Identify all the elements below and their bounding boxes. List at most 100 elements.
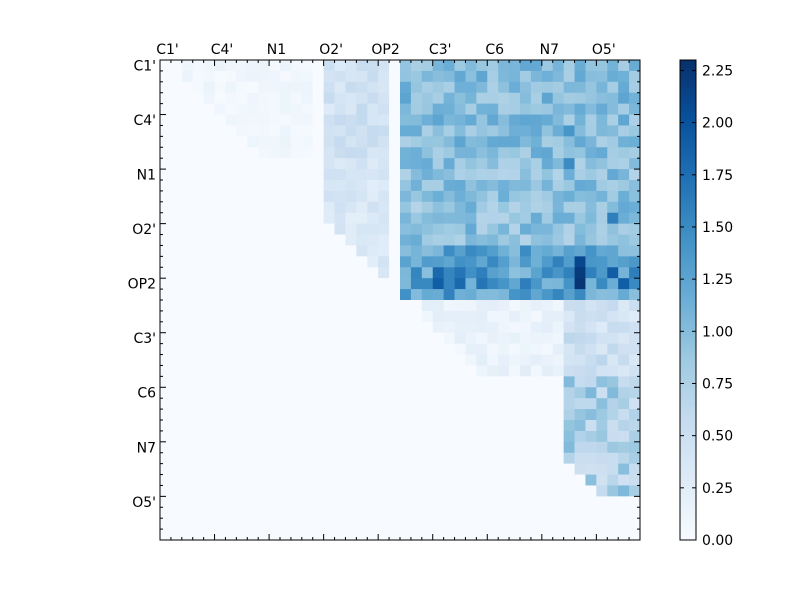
heatmap-cell [443,365,455,377]
heatmap-cell [214,376,226,388]
heatmap-cell [280,529,292,541]
heatmap-cell [301,234,314,246]
heatmap-cell [509,343,521,355]
heatmap-cell [280,332,292,345]
heatmap-cell [432,223,445,235]
heatmap-cell [214,70,226,83]
heatmap-cell [410,267,423,279]
heatmap-cell [389,180,401,192]
heatmap-cell [367,430,379,443]
heatmap-cell [160,354,172,366]
heatmap-cell [269,452,281,465]
heatmap-cell [443,485,455,497]
heatmap-cell [498,234,510,246]
heatmap-cell [170,70,183,83]
heatmap-cell [400,147,412,159]
heatmap-cell [585,409,597,421]
heatmap-cell [421,234,434,246]
x-tick-label: C4' [211,42,234,58]
heatmap-cell [203,376,215,388]
heatmap-cell [563,398,575,410]
heatmap-cell [258,289,270,301]
heatmap-cell [476,463,488,475]
heatmap-cell [520,169,532,181]
heatmap-cell [247,234,259,246]
heatmap-cell [203,212,215,225]
heatmap-cell [214,267,226,279]
heatmap-cell [258,212,270,225]
heatmap-cell [269,496,281,508]
heatmap-cell [585,212,597,225]
heatmap-cell [465,245,477,257]
heatmap-cell [596,223,608,235]
heatmap-cell [509,92,521,105]
heatmap-cell [563,267,575,279]
heatmap-cell [247,147,259,159]
heatmap-cell [290,147,303,159]
heatmap-cell [421,114,434,126]
heatmap-cell [487,125,499,137]
heatmap-cell [203,60,215,72]
heatmap-cell [465,496,477,508]
heatmap-cell [498,343,510,355]
heatmap-cell [269,114,281,126]
heatmap-cell [410,278,423,290]
heatmap-cell [214,158,226,170]
heatmap-cell [541,441,554,454]
heatmap-cell [170,289,183,301]
heatmap-cell [192,529,205,541]
heatmap-cell [269,60,281,72]
heatmap-cell [345,376,357,388]
heatmap-cell [170,463,183,475]
heatmap-cell [552,343,565,355]
heatmap-cell [323,507,335,519]
heatmap-cell [334,474,346,486]
heatmap-cell [192,365,205,377]
heatmap-cell [247,529,259,541]
heatmap-cell [563,60,575,72]
heatmap-cell [498,420,510,432]
heatmap-cell [345,158,357,170]
heatmap-cell [389,136,401,148]
heatmap-cell [258,158,270,170]
heatmap-cell [334,354,346,366]
heatmap-cell [269,398,281,410]
heatmap-cell [596,147,608,159]
heatmap-cell [192,310,205,323]
heatmap-cell [585,245,597,257]
heatmap-cell [323,256,335,268]
heatmap-cell [432,387,445,399]
heatmap-cell [400,60,412,72]
heatmap-cell [520,474,532,486]
heatmap-cell [629,169,641,181]
heatmap-cell [541,103,554,115]
heatmap-cell [170,60,183,72]
heatmap-cell [247,70,259,83]
heatmap-cell [487,92,499,105]
heatmap-cell [629,300,641,312]
heatmap-cell [498,278,510,290]
heatmap-cell [400,354,412,366]
heatmap-cell [345,300,357,312]
heatmap-cell [323,278,335,290]
heatmap-cell [269,278,281,290]
y-tick-label: C3' [133,331,156,347]
heatmap-cell [367,158,379,170]
heatmap-cell [421,365,434,377]
heatmap-cell [498,245,510,257]
heatmap-cell [301,332,314,345]
heatmap-cell [236,310,248,323]
heatmap-cell [290,430,303,443]
heatmap-cell [225,256,237,268]
heatmap-cell [509,267,521,279]
heatmap-cell [214,289,226,301]
heatmap-cell [498,114,510,126]
heatmap-cell [443,60,455,72]
heatmap-cell [323,343,335,355]
heatmap-cell [160,212,172,225]
heatmap-cell [269,321,281,334]
heatmap-cell [290,452,303,465]
heatmap-cell [345,60,357,72]
heatmap-cell [301,310,314,323]
heatmap-cell [269,430,281,443]
